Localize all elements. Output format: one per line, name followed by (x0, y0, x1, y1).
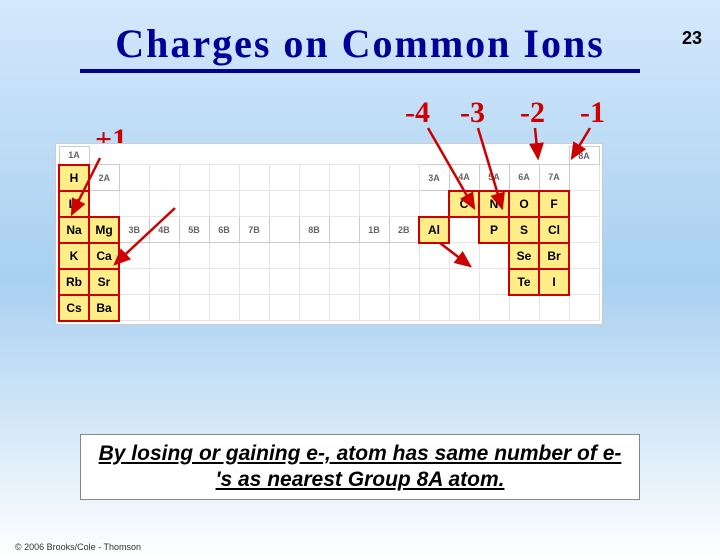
page-number: 23 (682, 28, 702, 49)
charge-label--4: -4 (405, 96, 430, 130)
caption-box: By losing or gaining e-, atom has same n… (80, 434, 640, 501)
title-underline (80, 69, 640, 73)
copyright-text: © 2006 Brooks/Cole - Thomson (15, 542, 141, 552)
periodic-table: 1A8AH2A3A4A5A6A7ALiCNOFNaMg3B4B5B6B7B8B1… (55, 143, 603, 325)
chart-area: +1+2+3-4-3-2-1 1A8AH2A3A4A5A6A7ALiCNOFNa… (0, 88, 720, 428)
charge-label--1: -1 (580, 96, 605, 130)
charge-label--2: -2 (520, 96, 545, 130)
charge-label--3: -3 (460, 96, 485, 130)
page-title: Charges on Common Ions (0, 20, 720, 67)
